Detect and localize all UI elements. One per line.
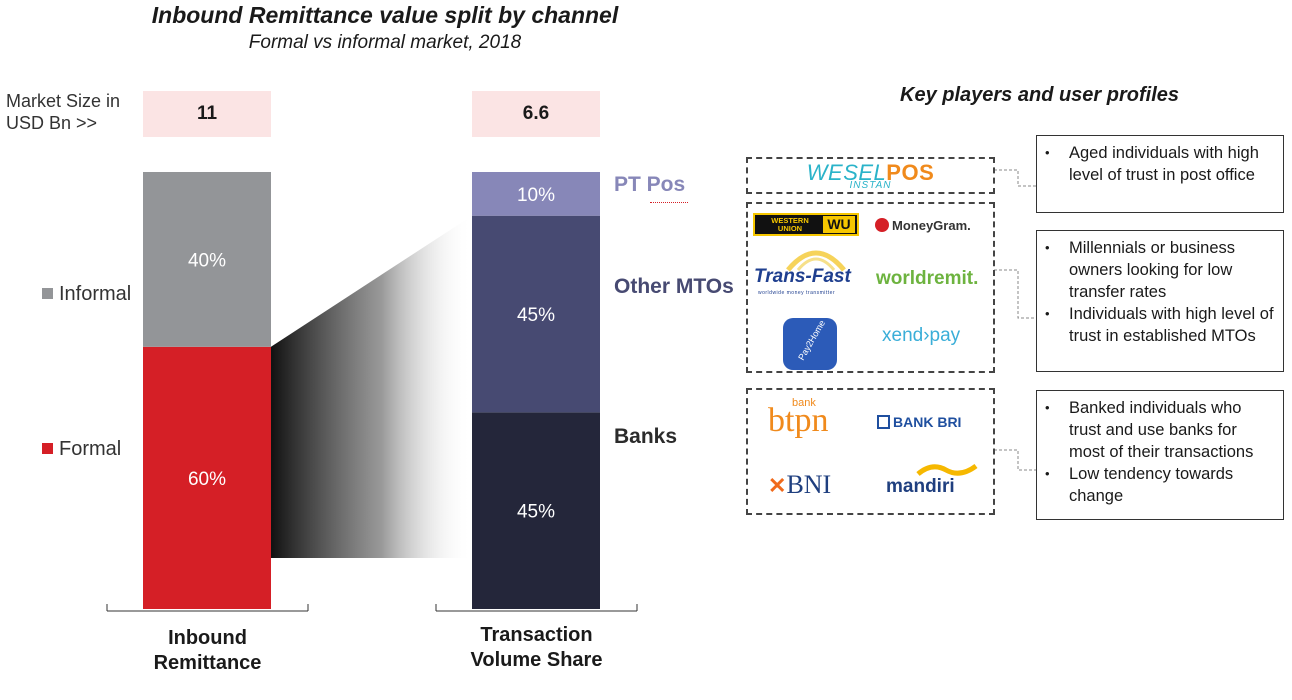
logo-box-mtos: WESTERN UNION WU MoneyGram. Trans-Fast wo…: [746, 202, 995, 373]
key-players-title: Key players and user profiles: [900, 84, 1180, 106]
segment-name-pt-pos: PT Pos: [614, 173, 686, 196]
bar-segment-pt-pos: [472, 172, 600, 216]
connector-banks: [994, 449, 1036, 471]
data-label-informal: 40%: [188, 250, 226, 271]
mandiri-wave-icon: [916, 463, 978, 476]
chart-title: Inbound Remittance value split by channe…: [151, 2, 619, 28]
profile-banks-item-1: Banked individuals who trust and use ban…: [1043, 397, 1275, 463]
profile-mtos-item-1: Millennials or business owners looking f…: [1043, 237, 1275, 303]
data-label-formal: 60%: [188, 469, 226, 490]
logo-box-pos: WESELPOS INSTAN: [746, 157, 995, 194]
bni-logo: ✕BNI: [768, 470, 831, 500]
category-label-inbound-line1: Inbound: [168, 627, 247, 649]
profile-pos-item: Aged individuals with high level of trus…: [1043, 142, 1275, 186]
formal-to-channels-connector: [271, 215, 472, 558]
moneygram-logo: MoneyGram.: [875, 218, 971, 233]
transfast-logo: Trans-Fast: [754, 266, 851, 287]
market-size-label-line1: Market Size in: [6, 91, 121, 111]
category-label-inbound-line2: Remittance: [153, 652, 262, 674]
category-label-transaction-line1: Transaction: [480, 624, 593, 646]
segment-name-banks: Banks: [614, 425, 678, 448]
bank-bri-logo: BANK BRI: [877, 414, 961, 430]
profile-connectors: [994, 169, 1036, 471]
profile-banks-item-2: Low tendency towards change: [1043, 463, 1275, 507]
legend-label-informal: Informal: [59, 283, 132, 305]
bni-text: BNI: [786, 470, 832, 499]
pay2home-logo: Pay2Home: [783, 318, 837, 370]
logo-box-banks: bank btpn BANK BRI ✕BNI mandiri: [746, 388, 995, 515]
weselpos-logo: WESELPOS: [748, 160, 993, 186]
data-label-other-mtos: 45%: [517, 305, 555, 326]
bni-mark: ✕: [768, 473, 787, 498]
instan-text: INSTAN: [849, 180, 892, 191]
xendpay-logo: xend›pay: [882, 325, 961, 346]
legend-swatch-informal: [42, 288, 53, 299]
market-size-value-transaction: 6.6: [472, 91, 600, 137]
market-size-value-inbound: 11: [143, 91, 271, 137]
spellcheck-underline: [650, 198, 688, 203]
category-label-transaction-line2: Volume Share: [470, 649, 603, 671]
bank-bri-text: BANK BRI: [893, 414, 962, 430]
connector-pos: [994, 169, 1036, 187]
profile-box-banks: Banked individuals who trust and use ban…: [1036, 390, 1284, 520]
segment-name-other-mtos: Other MTOs: [614, 275, 734, 298]
market-size-label: Market Size in USD Bn >>: [6, 90, 120, 134]
btpn-logo: btpn: [768, 402, 829, 439]
data-label-pt-pos: 10%: [517, 185, 555, 206]
category-label-transaction: Transaction Volume Share: [436, 623, 637, 673]
profile-mtos-item-2: Individuals with high level of trust in …: [1043, 303, 1275, 347]
bar-segment-banks: [472, 412, 600, 609]
legend-swatch-formal: [42, 443, 53, 454]
category-label-inbound: Inbound Remittance: [107, 626, 308, 676]
western-union-logo: WESTERN UNION WU: [753, 213, 859, 236]
pos-text: POS: [886, 160, 935, 185]
mandiri-logo: mandiri: [886, 476, 955, 497]
market-size-label-line2: USD Bn >>: [6, 113, 98, 133]
wesel-text: WESEL: [806, 160, 887, 185]
moneygram-text: MoneyGram.: [892, 218, 971, 233]
bar-segment-formal: [143, 346, 271, 609]
stacked-bar-chart: 60% 40% 45% 45% 10%: [106, 172, 638, 612]
legend-label-formal: Formal: [59, 438, 122, 460]
btpn-bank-text: bank: [792, 397, 816, 409]
globe-icon: [786, 250, 846, 272]
bar-segment-informal: [143, 172, 271, 347]
data-label-banks: 45%: [517, 502, 555, 523]
connector-mtos: [994, 269, 1036, 319]
wu-mark: WU: [823, 216, 855, 233]
bar-segment-other-mtos: [472, 215, 600, 413]
pay2home-text: Pay2Home: [796, 318, 828, 362]
profile-box-pos: Aged individuals with high level of trus…: [1036, 135, 1284, 213]
chart-subtitle: Formal vs informal market, 2018: [248, 32, 522, 53]
worldremit-logo: worldremit.: [876, 268, 979, 289]
transfast-tagline: worldwide money transmitter: [758, 290, 836, 296]
profile-box-mtos: Millennials or business owners looking f…: [1036, 230, 1284, 372]
legend-item-informal: Informal: [42, 283, 131, 306]
legend-item-formal: Formal: [42, 438, 121, 461]
